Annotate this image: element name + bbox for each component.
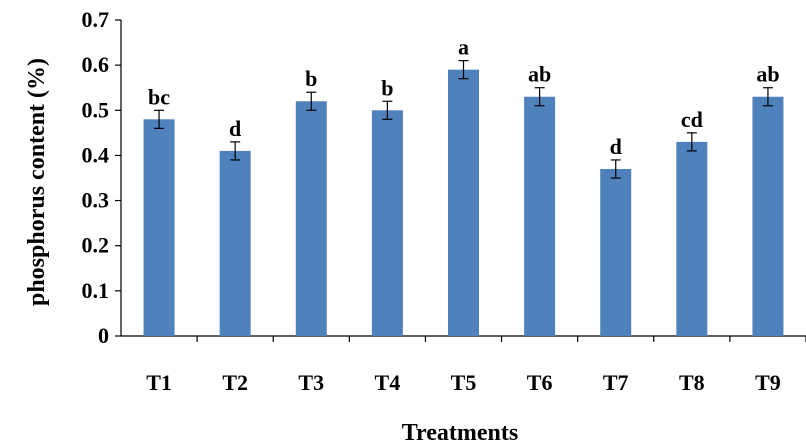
y-tick-label: 0 [98,323,109,348]
bar [371,110,403,337]
y-tick-label: 0.6 [82,52,110,77]
significance-letter: cd [681,107,703,132]
x-tick-label: T8 [679,370,705,395]
significance-letter: bc [148,84,170,109]
significance-letter: d [610,134,622,159]
y-tick-label: 0.2 [82,233,110,258]
y-axis-ticks: 0 0.1 0.2 0.3 0.4 0.5 0.6 0.7 [82,7,121,348]
x-tick-label: T7 [603,370,629,395]
x-axis-ticks: T1 T2 T3 T4 T5 T6 T7 T8 T9 [146,336,806,395]
y-tick-label: 0.4 [82,142,110,167]
x-tick-label: T3 [298,370,324,395]
y-tick-label: 0.1 [82,278,110,303]
bar [219,150,251,336]
y-tick-label: 0.3 [82,188,110,213]
significance-letter: b [381,75,393,100]
x-tick-label: T4 [375,370,401,395]
bar [143,119,175,336]
x-tick-label: T6 [527,370,553,395]
significance-letter: a [458,35,469,60]
significance-letter: ab [528,62,551,87]
significance-letter: b [305,66,317,91]
y-axis-title: phosphorus content (%) [24,58,50,306]
y-tick-label: 0.7 [82,7,110,32]
significance-letter: d [229,116,241,141]
x-axis-title: Treatments [402,420,518,445]
bar [524,96,556,336]
x-tick-label: T1 [146,370,172,395]
x-tick-label: T5 [451,370,477,395]
bar [676,141,708,336]
x-tick-label: T9 [755,370,781,395]
bar [600,168,632,336]
x-tick-label: T2 [222,370,248,395]
bar [295,101,327,336]
y-tick-label: 0.5 [82,97,110,122]
bars-group: bc d b b a ab d cd ab [143,35,784,337]
significance-letter: ab [756,62,779,87]
bar [448,69,479,337]
bar [752,96,784,336]
